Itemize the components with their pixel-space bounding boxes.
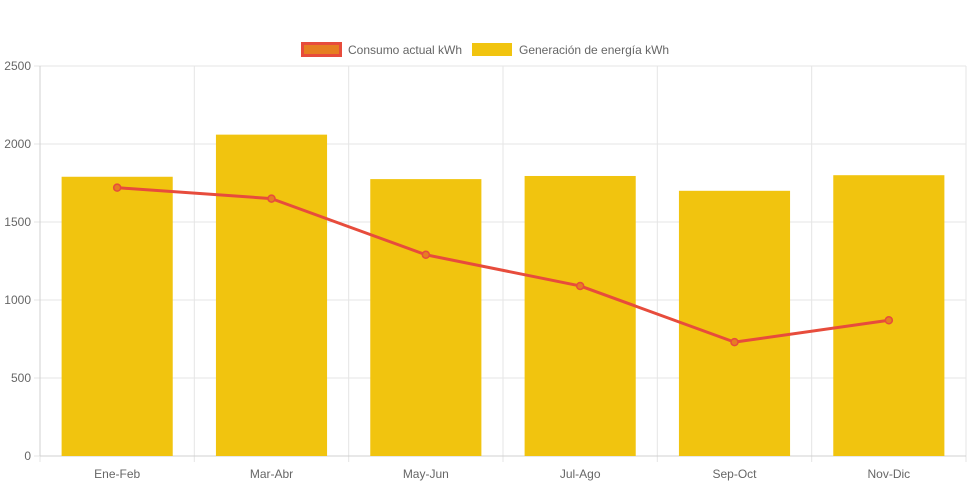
legend-swatch	[472, 43, 512, 56]
bar[interactable]	[678, 190, 791, 457]
line-point[interactable]	[112, 183, 122, 192]
line-point[interactable]	[575, 281, 585, 291]
line-point[interactable]	[267, 194, 276, 203]
legend-item-consumo[interactable]: Consumo actual kWh	[301, 42, 463, 57]
y-tick-label: 0	[24, 449, 31, 463]
x-tick-label: Nov-Dic	[867, 467, 910, 481]
line-point[interactable]	[730, 337, 739, 347]
legend-label: Generación de energía kWh	[519, 43, 669, 57]
legend-item-generacion[interactable]: Generación de energía kWh	[472, 43, 669, 57]
legend-swatch	[301, 42, 342, 57]
line-series	[112, 183, 894, 347]
bar[interactable]	[833, 175, 945, 456]
x-axis: Ene-Feb Mar-Abr May-Jun Jul-Ago Sep-Oct Nov-D…	[40, 455, 966, 481]
bar[interactable]	[215, 134, 328, 456]
y-tick-label: 2500	[4, 59, 31, 73]
legend: Consumo actual kWh Generación de energía …	[301, 42, 669, 57]
y-tick-label: 1000	[4, 293, 31, 307]
y-tick-label: 500	[11, 371, 31, 385]
line-point[interactable]	[421, 250, 431, 260]
legend-label: Consumo actual kWh	[348, 43, 462, 57]
y-axis: 0 500 1000 1500 2000 2500	[4, 59, 41, 463]
x-tick-label: Sep-Oct	[712, 467, 757, 481]
bar[interactable]	[524, 175, 636, 457]
bar[interactable]	[61, 176, 173, 456]
series-line	[117, 186, 890, 344]
y-tick-label: 2000	[4, 137, 31, 151]
bar-series	[61, 134, 945, 457]
y-tick-label: 1500	[4, 215, 31, 229]
x-tick-label: Mar-Abr	[250, 467, 293, 481]
x-tick-label: May-Jun	[403, 467, 449, 481]
grid	[34, 65, 967, 462]
x-tick-label: Ene-Feb	[94, 467, 140, 481]
bar[interactable]	[370, 179, 482, 456]
line-point[interactable]	[884, 316, 894, 325]
x-tick-label: Jul-Ago	[560, 467, 601, 481]
